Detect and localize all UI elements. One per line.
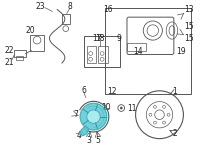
Bar	[30, 35, 44, 51]
Text: 1: 1	[172, 87, 177, 96]
Text: 10: 10	[101, 103, 111, 112]
Text: 22: 22	[5, 46, 14, 55]
Text: 17: 17	[93, 34, 102, 43]
Bar	[16, 56, 23, 60]
Text: 23: 23	[35, 2, 45, 11]
Circle shape	[120, 107, 122, 109]
Text: 11: 11	[127, 103, 137, 113]
Text: 15: 15	[184, 34, 194, 43]
Text: 3: 3	[86, 136, 91, 145]
Text: 13: 13	[184, 5, 194, 14]
Bar	[87, 46, 96, 63]
Text: 21: 21	[5, 58, 14, 67]
Text: 2: 2	[172, 129, 177, 138]
Text: 6: 6	[82, 86, 86, 95]
Bar	[98, 46, 108, 63]
Circle shape	[87, 110, 100, 123]
Text: 15: 15	[184, 22, 194, 31]
Text: 4: 4	[77, 131, 82, 140]
Text: 8: 8	[67, 2, 72, 11]
Text: 7: 7	[73, 110, 78, 119]
Text: 14: 14	[134, 47, 143, 56]
Polygon shape	[79, 126, 89, 136]
Bar	[127, 43, 146, 51]
Text: 5: 5	[96, 136, 101, 145]
Text: 12: 12	[107, 87, 116, 96]
Bar	[62, 14, 70, 24]
Text: 20: 20	[26, 26, 35, 35]
Bar	[14, 50, 26, 57]
Text: 18: 18	[95, 34, 105, 43]
Text: 16: 16	[103, 5, 113, 14]
Text: 9: 9	[117, 34, 122, 43]
Text: 19: 19	[177, 47, 186, 56]
Bar	[84, 36, 120, 67]
Bar	[105, 8, 191, 94]
Ellipse shape	[80, 103, 107, 130]
